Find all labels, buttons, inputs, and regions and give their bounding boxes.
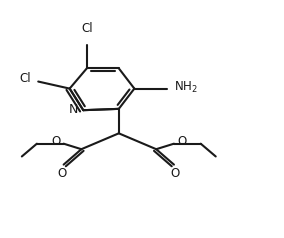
Text: O: O (58, 167, 67, 180)
Text: Cl: Cl (20, 72, 32, 85)
Text: N: N (69, 103, 78, 116)
Text: O: O (171, 167, 180, 180)
Text: O: O (177, 135, 187, 148)
Text: Cl: Cl (81, 22, 93, 35)
Text: O: O (51, 135, 60, 148)
Text: NH$_2$: NH$_2$ (174, 80, 198, 95)
